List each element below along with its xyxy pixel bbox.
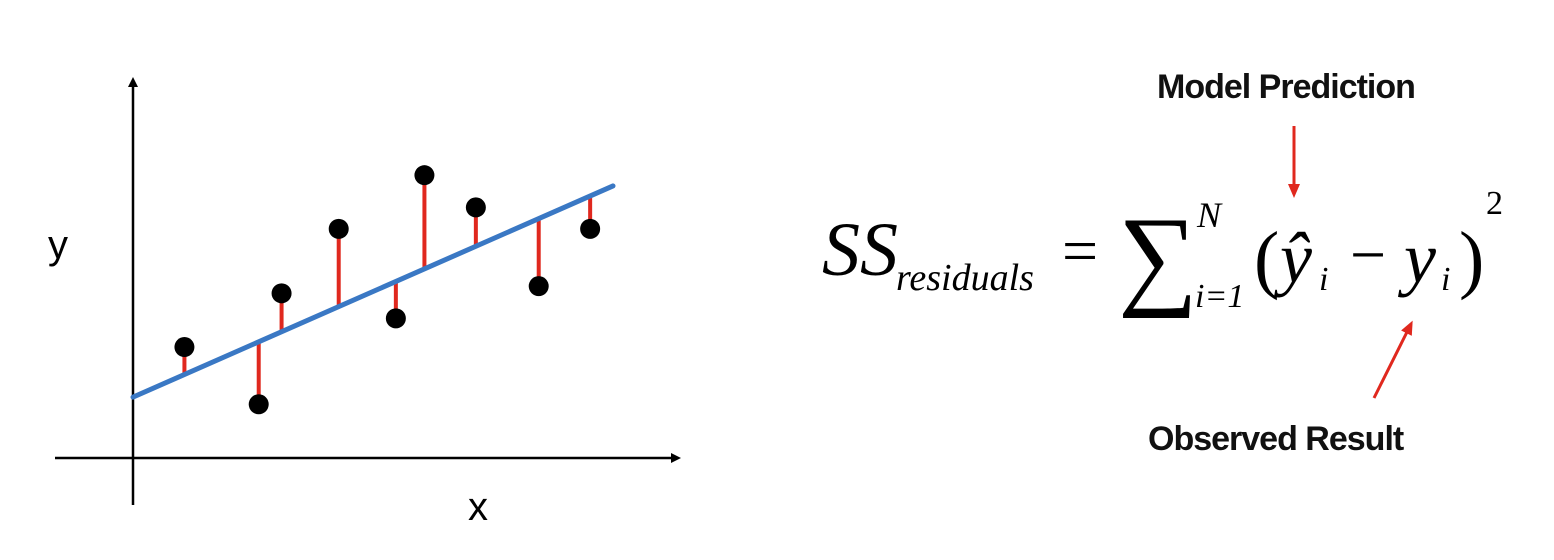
formula-y-hat-index: i	[1319, 261, 1328, 298]
formula-close-paren: )	[1459, 217, 1484, 301]
data-point	[385, 308, 406, 329]
formula-open-paren: (	[1254, 217, 1279, 301]
data-point	[414, 165, 435, 186]
formula-equals: =	[1062, 215, 1098, 286]
formula-y: y	[1397, 218, 1436, 298]
residual-sum-formula: SS residuals = ∑ N i=1 ( ŷ i − y i ) 2	[822, 185, 1503, 319]
formula-y-index: i	[1441, 261, 1450, 298]
regression-line	[130, 183, 616, 400]
data-point	[580, 218, 601, 239]
data-point	[271, 283, 292, 304]
model-prediction-label: Model Prediction	[1157, 68, 1415, 106]
formula-minus: −	[1350, 219, 1386, 290]
x-axis-label: x	[468, 485, 488, 529]
data-point	[328, 218, 349, 239]
residual-lines	[182, 175, 593, 405]
data-point	[465, 197, 486, 218]
y-axis-label: y	[48, 223, 68, 267]
formula-lhs-subscript: residuals	[896, 257, 1034, 299]
formula-lhs: SS	[822, 208, 898, 292]
data-point	[174, 337, 195, 358]
data-point	[248, 394, 269, 415]
observed-result-arrow	[1372, 320, 1413, 399]
formula-sum-upper: N	[1196, 195, 1223, 235]
formula-y-hat: ŷ	[1273, 218, 1312, 298]
observed-result-label: Observed Result	[1148, 420, 1404, 458]
scatter-chart: y x	[48, 77, 681, 529]
formula-sum-symbol: ∑	[1118, 195, 1198, 319]
formula-sum-lower: i=1	[1195, 278, 1244, 315]
data-point	[528, 276, 549, 297]
data-points	[174, 165, 601, 415]
formula-exponent: 2	[1486, 185, 1503, 222]
